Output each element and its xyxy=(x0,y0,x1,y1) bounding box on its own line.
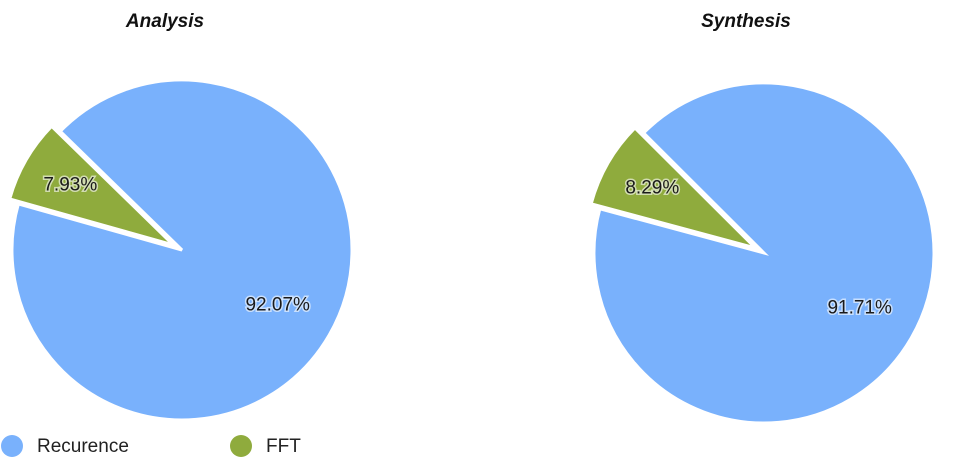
chart-title: Analysis xyxy=(125,11,204,32)
legend-marker xyxy=(1,435,23,457)
pie-slice xyxy=(10,78,354,422)
pie-slice xyxy=(589,125,761,251)
pie-slice xyxy=(7,124,175,247)
value-label: 91.71% xyxy=(827,297,892,318)
value-label: 8.29% xyxy=(625,178,679,199)
legend-label: Recurence xyxy=(37,436,129,457)
legend-label: FFT xyxy=(266,436,301,457)
value-label: 7.93% xyxy=(43,175,97,196)
chart-title: Synthesis xyxy=(701,11,791,32)
pie-slice xyxy=(592,81,936,425)
legend-marker xyxy=(230,435,252,457)
value-label: 92.07% xyxy=(245,294,310,315)
